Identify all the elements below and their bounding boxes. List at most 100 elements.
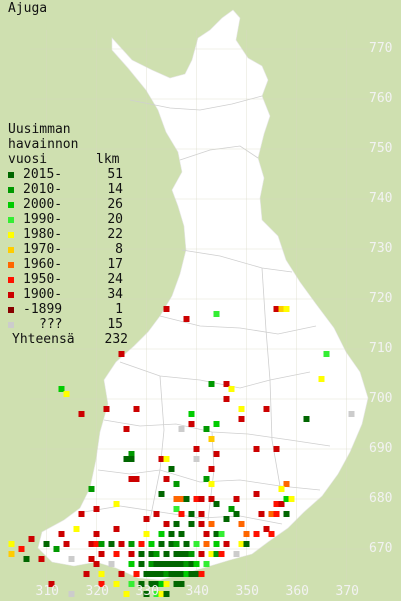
observation-square [158, 491, 165, 497]
observation-square [173, 521, 180, 527]
observation-square [188, 511, 195, 517]
legend-item: 2000- 26 [8, 197, 128, 212]
legend-item: 1900- 34 [8, 287, 128, 302]
y-tick-label: 750 [369, 141, 393, 156]
observation-square [253, 446, 260, 452]
legend-count-header: lkm [96, 152, 120, 167]
observation-square [213, 421, 220, 427]
legend-item: 1950- 24 [8, 272, 128, 287]
observation-square [273, 306, 280, 312]
finland-landmass [37, 9, 369, 581]
legend-item-label: ??? [39, 317, 63, 332]
observation-square [133, 406, 140, 412]
observation-square [183, 316, 190, 322]
observation-square [278, 306, 285, 312]
x-tick-label: 360 [285, 584, 309, 599]
legend-item-count: 1 [115, 302, 123, 317]
observation-square [153, 581, 160, 587]
km-grid-lines [30, 30, 370, 580]
observation-square [58, 386, 65, 392]
observation-square [153, 591, 160, 597]
observation-square [268, 531, 275, 537]
observation-square [83, 571, 90, 577]
legend-total-label: Yhteensä [12, 332, 75, 347]
observation-square [303, 416, 310, 422]
legend-item-label: 1960- [23, 257, 63, 272]
legend-item-label: 1970- [23, 242, 63, 257]
observation-square [103, 406, 110, 412]
observation-square [158, 456, 165, 462]
observation-square [253, 531, 260, 537]
observation-square [43, 541, 50, 547]
observation-square [93, 531, 100, 537]
legend-item: 1990- 20 [8, 212, 128, 227]
legend-swatch [8, 276, 14, 283]
observation-square [273, 446, 280, 452]
observation-square [58, 531, 65, 537]
observation-square [123, 456, 130, 462]
x-tick-label: 350 [235, 584, 259, 599]
observation-square [188, 561, 195, 567]
legend-item-label: 1990- [23, 212, 63, 227]
observation-square [228, 506, 235, 512]
observation-square [153, 551, 160, 557]
observation-square [208, 436, 215, 442]
observation-square [168, 561, 175, 567]
observation-square [93, 506, 100, 512]
legend: Uusimman havainnon vuosi lkm 2015- 51 2010… [8, 122, 128, 347]
observation-square [138, 551, 145, 557]
y-tick-label: 670 [369, 541, 393, 556]
observation-square [208, 481, 215, 487]
observation-square [98, 581, 105, 587]
observation-square [348, 411, 355, 417]
legend-item-count: 14 [107, 182, 123, 197]
observation-square [93, 561, 100, 567]
observation-square [138, 561, 145, 567]
observation-square [263, 526, 270, 532]
y-tick-label: 740 [369, 191, 393, 206]
observation-square [228, 386, 235, 392]
observation-square [178, 561, 185, 567]
observation-square [98, 571, 105, 577]
observation-square [223, 541, 230, 547]
legend-item-count: 8 [115, 242, 123, 257]
observation-square [278, 486, 285, 492]
observation-square [168, 531, 175, 537]
observation-square [123, 591, 130, 597]
observation-square [93, 541, 100, 547]
observation-square [288, 496, 295, 502]
observation-square [238, 406, 245, 412]
observation-square [78, 411, 85, 417]
observation-square [118, 351, 125, 357]
legend-item-count: 20 [107, 212, 123, 227]
y-tick-label: 760 [369, 91, 393, 106]
observation-square [88, 486, 95, 492]
observation-square [188, 411, 195, 417]
x-tick-label: 370 [335, 584, 359, 599]
observation-square [63, 541, 70, 547]
observation-square [268, 511, 275, 517]
observation-square [208, 521, 215, 527]
y-tick-label: 710 [369, 341, 393, 356]
observation-square [198, 511, 205, 517]
legend-item: 1960- 17 [8, 257, 128, 272]
x-tick-label: 320 [85, 584, 109, 599]
legend-item-count: 15 [107, 317, 123, 332]
observation-square [213, 451, 220, 457]
legend-item-label: 1980- [23, 227, 63, 242]
observation-square [128, 456, 135, 462]
observation-square [208, 496, 215, 502]
observation-square [283, 511, 290, 517]
observation-square [203, 531, 210, 537]
legend-item: -1899 1 [8, 302, 128, 317]
observation-square [38, 556, 45, 562]
observation-square [128, 541, 135, 547]
observation-square [233, 511, 240, 517]
legend-subheading: vuosi lkm [8, 152, 128, 167]
y-tick-label: 730 [369, 241, 393, 256]
x-tick-label: 330 [135, 584, 159, 599]
observation-square [138, 581, 145, 587]
observation-square [158, 571, 165, 577]
observation-square [163, 551, 170, 557]
